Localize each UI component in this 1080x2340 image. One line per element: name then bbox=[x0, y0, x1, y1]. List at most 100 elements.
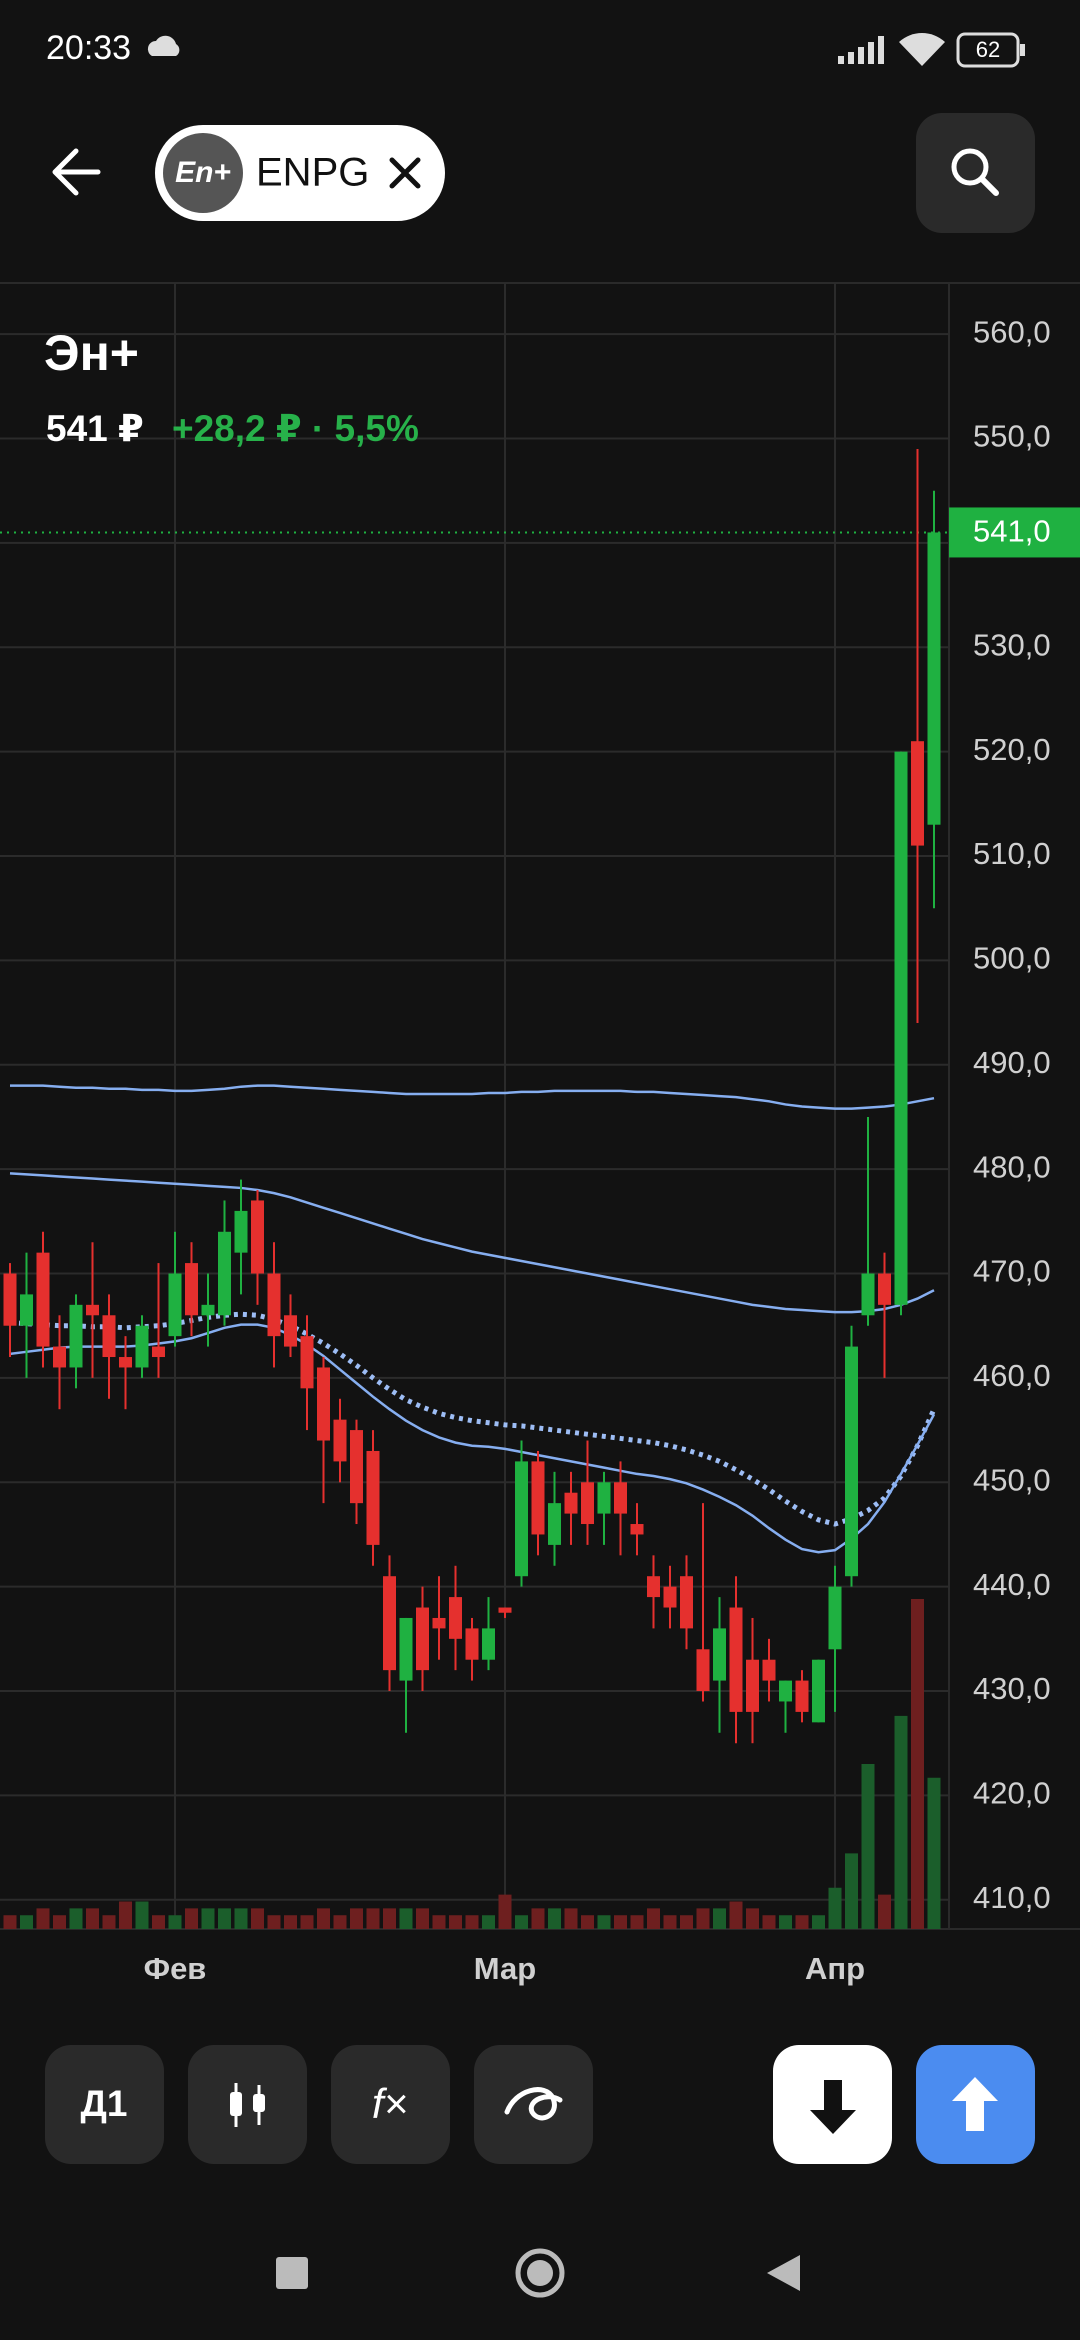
volume-bar bbox=[729, 1901, 743, 1929]
current-price-tag bbox=[949, 507, 1080, 558]
indicator-line bbox=[9, 1311, 937, 1527]
y-tick-label: 420,0 bbox=[973, 1776, 1051, 1811]
volume-bar bbox=[597, 1915, 611, 1929]
volume-bar bbox=[267, 1915, 281, 1929]
weather-icon bbox=[147, 35, 180, 56]
candle-body bbox=[86, 1304, 99, 1316]
interval-label: Д1 bbox=[81, 2083, 128, 2124]
candle-body bbox=[812, 1659, 825, 1723]
nav-home[interactable] bbox=[515, 2248, 565, 2298]
volume-bar bbox=[696, 1908, 710, 1929]
volume-bar bbox=[69, 1908, 83, 1929]
x-tick-label: Мар bbox=[474, 1951, 536, 1986]
volume-bar bbox=[3, 1915, 17, 1929]
candle-body bbox=[449, 1597, 462, 1639]
candle-body bbox=[894, 751, 908, 1305]
x-tick-label: Апр bbox=[805, 1951, 865, 1986]
candle-body bbox=[927, 532, 941, 825]
candle-body bbox=[795, 1680, 809, 1712]
volume-bar bbox=[218, 1908, 231, 1929]
nav-home-dot bbox=[527, 2260, 553, 2286]
indicators-button[interactable]: f× bbox=[331, 2045, 450, 2164]
battery-icon bbox=[956, 32, 1020, 68]
nav-back[interactable] bbox=[767, 2255, 800, 2291]
volume-bar bbox=[168, 1915, 182, 1929]
volume-bar bbox=[284, 1915, 297, 1929]
candle-body bbox=[861, 1273, 875, 1316]
volume-bar bbox=[581, 1915, 594, 1929]
ticker-pill[interactable]: En+ ENPG bbox=[155, 125, 445, 221]
y-tick-label: 530,0 bbox=[973, 627, 1051, 662]
volume-bar bbox=[366, 1908, 380, 1929]
candle-body bbox=[102, 1315, 116, 1358]
volume-bar bbox=[498, 1894, 512, 1929]
candle-body bbox=[581, 1482, 594, 1525]
volume-bar bbox=[53, 1915, 66, 1929]
candle-body bbox=[531, 1461, 545, 1535]
candle-body bbox=[630, 1524, 644, 1535]
volume-bar bbox=[119, 1901, 132, 1929]
nav-recents[interactable] bbox=[276, 2257, 308, 2289]
search-button[interactable] bbox=[916, 113, 1035, 233]
candle-body bbox=[713, 1628, 726, 1681]
volume-bar bbox=[465, 1915, 479, 1929]
axis-area: 410,0 420,0 430,0 440,0 450,0 460,0 470,0 480,0… bbox=[144, 314, 1080, 1986]
plot-area bbox=[0, 283, 949, 1929]
candle-body bbox=[267, 1273, 281, 1337]
candle-body bbox=[482, 1628, 495, 1660]
volume-bar bbox=[927, 1777, 941, 1929]
instrument-name: Эн+ bbox=[44, 325, 139, 381]
y-tick-label: 560,0 bbox=[973, 314, 1051, 349]
interval-button[interactable]: Д1 bbox=[45, 2045, 164, 2164]
x-tick-label: Фев bbox=[144, 1951, 207, 1986]
y-tick-label: 490,0 bbox=[973, 1045, 1051, 1080]
y-tick-label: 440,0 bbox=[973, 1567, 1051, 1602]
buy-button[interactable] bbox=[916, 2045, 1035, 2164]
volume-bar bbox=[647, 1908, 660, 1929]
volume-bar bbox=[383, 1908, 396, 1929]
volume-bar bbox=[845, 1853, 858, 1929]
current-price-label: 541,0 bbox=[973, 514, 1051, 549]
price-change: +28,2 ₽ · 5,5% bbox=[172, 408, 419, 449]
last-price: 541 ₽ bbox=[46, 408, 144, 449]
candle-body bbox=[218, 1231, 231, 1316]
y-tick-label: 430,0 bbox=[973, 1671, 1051, 1706]
volume-bar bbox=[663, 1915, 677, 1929]
volume-bar bbox=[20, 1915, 33, 1929]
candle-body bbox=[20, 1294, 33, 1326]
volume-bar bbox=[36, 1908, 50, 1929]
volume-bar bbox=[333, 1915, 347, 1929]
candle-body bbox=[168, 1273, 182, 1337]
volume-bar bbox=[102, 1915, 116, 1929]
volume-bar bbox=[861, 1764, 875, 1929]
volume-bar bbox=[548, 1908, 561, 1929]
volume-bar bbox=[300, 1915, 314, 1929]
volume-bar bbox=[135, 1901, 149, 1929]
volume-bar bbox=[152, 1915, 165, 1929]
candle-body bbox=[779, 1680, 792, 1702]
candle-body bbox=[333, 1419, 347, 1462]
candle-body bbox=[53, 1346, 66, 1368]
candle-body bbox=[201, 1304, 215, 1316]
sell-button[interactable] bbox=[773, 2045, 892, 2164]
volume-bar bbox=[201, 1908, 215, 1929]
ticker-close[interactable] bbox=[389, 157, 421, 189]
y-tick-label: 510,0 bbox=[973, 836, 1051, 871]
drawing-button[interactable] bbox=[474, 2045, 593, 2164]
candle-body bbox=[828, 1586, 842, 1650]
candle-body bbox=[185, 1263, 198, 1316]
volume-bar bbox=[234, 1908, 248, 1929]
indicator-line bbox=[10, 1084, 935, 1110]
y-tick-label: 550,0 bbox=[973, 419, 1051, 454]
y-tick-label: 480,0 bbox=[973, 1149, 1051, 1184]
back-button[interactable] bbox=[52, 148, 101, 196]
volume-bar bbox=[894, 1715, 908, 1929]
candle-body bbox=[251, 1200, 264, 1274]
signal-icon bbox=[838, 36, 884, 64]
chart-type-button[interactable] bbox=[188, 2045, 307, 2164]
volume-bar bbox=[680, 1915, 693, 1929]
candle-body bbox=[548, 1503, 561, 1545]
candle-body bbox=[284, 1315, 297, 1347]
volume-bar bbox=[746, 1908, 759, 1929]
